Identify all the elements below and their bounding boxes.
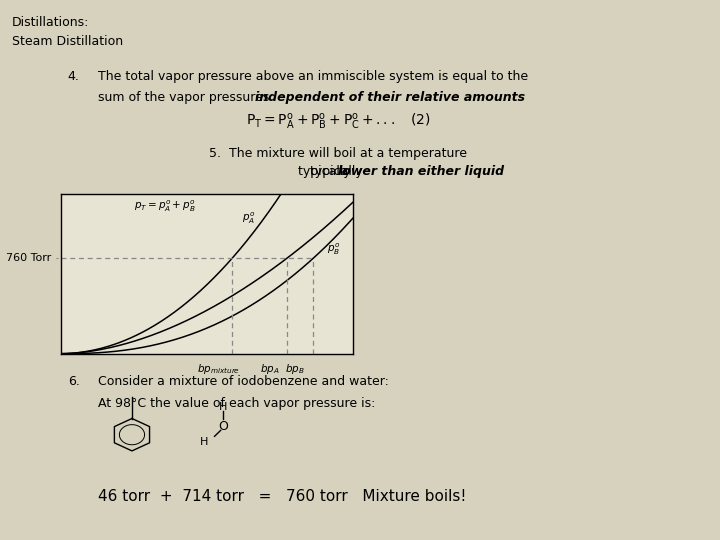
Text: $p_A^o$: $p_A^o$: [242, 211, 255, 226]
Text: independent of their relative amounts: independent of their relative amounts: [255, 91, 526, 104]
Text: $bp_B$: $bp_B$: [284, 362, 305, 376]
Text: 760 Torr: 760 Torr: [6, 253, 50, 263]
Text: 5.  The mixture will boil at a temperature: 5. The mixture will boil at a temperatur…: [210, 147, 467, 160]
Text: 46 torr  +  714 torr   =   760 torr   Mixture boils!: 46 torr + 714 torr = 760 torr Mixture bo…: [98, 489, 467, 504]
Text: 4.: 4.: [68, 70, 79, 83]
Text: typically: typically: [310, 165, 366, 178]
Text: The total vapor pressure above an immiscible system is equal to the: The total vapor pressure above an immisc…: [98, 70, 528, 83]
Text: Distillations:: Distillations:: [12, 16, 89, 29]
Text: $p_T = p_A^o + p_B^o$: $p_T = p_A^o + p_B^o$: [134, 199, 196, 214]
Text: $bp_A$: $bp_A$: [260, 362, 279, 376]
Text: O: O: [218, 420, 228, 433]
Text: typically: typically: [298, 165, 354, 178]
Text: sum of the vapor pressures: sum of the vapor pressures: [98, 91, 274, 104]
Text: lower than either liquid: lower than either liquid: [338, 165, 505, 178]
Text: H: H: [200, 437, 209, 447]
Text: H: H: [219, 402, 228, 412]
Text: $\mathsf{P_T = P^o_A + P^o_B + P^o_C + ...}$   (2): $\mathsf{P_T = P^o_A + P^o_B + P^o_C + .…: [246, 112, 431, 132]
Text: $p_B^o$: $p_B^o$: [327, 241, 340, 256]
Text: $bp_{mixture}$: $bp_{mixture}$: [197, 362, 240, 376]
Text: Steam Distillation: Steam Distillation: [12, 35, 123, 48]
Text: Consider a mixture of iodobenzene and water:: Consider a mixture of iodobenzene and wa…: [98, 375, 389, 388]
Text: 6.: 6.: [68, 375, 79, 388]
Text: At 98°C the value of each vapor pressure is:: At 98°C the value of each vapor pressure…: [98, 397, 376, 410]
